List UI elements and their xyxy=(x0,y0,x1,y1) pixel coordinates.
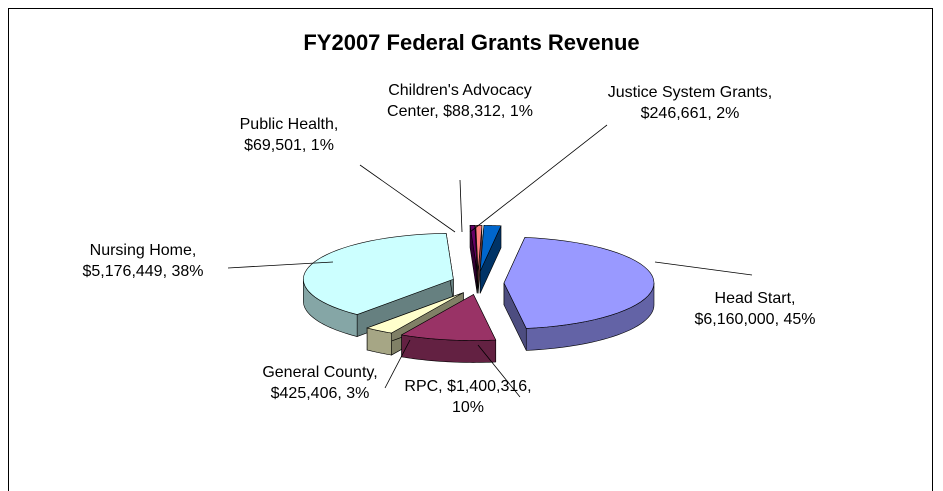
label-value: $425,406 xyxy=(270,385,338,402)
label-sep: , xyxy=(767,84,777,101)
data-label: General County, $425,406, 3% xyxy=(240,362,400,404)
label-percent: 1% xyxy=(310,137,334,154)
label-sep: , xyxy=(434,103,444,120)
leader-line xyxy=(359,164,456,233)
label-percent: 10% xyxy=(451,399,485,416)
label-name: Nursing Home xyxy=(89,242,192,259)
label-value: $6,160,000 xyxy=(694,311,775,328)
leader-line xyxy=(469,124,608,233)
data-label: Head Start, $6,160,000, 45% xyxy=(680,288,830,330)
label-sep: , xyxy=(373,364,383,381)
data-label: Justice System Grants, $246,661, 2% xyxy=(605,82,775,124)
label-value: $1,400,316 xyxy=(447,378,528,395)
label-percent: 1% xyxy=(509,103,533,120)
data-label: Public Health, $69,501, 1% xyxy=(218,114,360,156)
slice-top xyxy=(479,225,502,272)
label-percent: 38% xyxy=(171,263,204,280)
slice-top xyxy=(503,237,655,329)
label-value: $69,501 xyxy=(244,137,302,154)
label-value: $88,312 xyxy=(443,103,501,120)
slice xyxy=(303,233,454,337)
slice-top xyxy=(366,292,464,334)
label-sep: , xyxy=(162,263,172,280)
label-name: Children's Advocacy Center xyxy=(387,82,537,120)
label-sep: , xyxy=(500,103,510,120)
slice-top xyxy=(400,294,497,341)
slice xyxy=(400,294,497,363)
slice-top xyxy=(303,233,454,315)
label-sep: , xyxy=(527,378,537,395)
data-label: Nursing Home, $5,176,449, 38% xyxy=(68,240,218,282)
label-sep: , xyxy=(707,105,717,122)
label-sep: , xyxy=(438,378,448,395)
label-name: Justice System Grants xyxy=(607,84,768,101)
label-percent: 45% xyxy=(783,311,816,328)
leader-line xyxy=(227,261,334,269)
label-percent: 3% xyxy=(346,385,370,402)
label-name: Public Health xyxy=(239,116,334,133)
label-percent: 2% xyxy=(716,105,740,122)
leader-line xyxy=(477,344,521,398)
label-sep: , xyxy=(191,242,201,259)
leader-line xyxy=(384,339,411,389)
slice-top xyxy=(469,225,478,272)
label-sep: , xyxy=(333,116,343,133)
leader-line xyxy=(459,179,463,233)
label-sep: , xyxy=(791,290,800,307)
label-value: $246,661 xyxy=(640,105,708,122)
label-sep: , xyxy=(301,137,311,154)
label-name: Head Start xyxy=(714,290,792,307)
slice xyxy=(479,225,502,294)
chart-title: FY2007 Federal Grants Revenue xyxy=(303,30,640,55)
data-label: Children's Advocacy Center, $88,312, 1% xyxy=(375,80,545,122)
slice xyxy=(503,237,655,351)
label-sep: , xyxy=(774,311,784,328)
label-name: RPC xyxy=(404,378,439,395)
data-label: RPC, $1,400,316, 10% xyxy=(398,376,538,418)
label-name: General County xyxy=(262,364,374,381)
chart-frame xyxy=(8,8,933,491)
leader-line xyxy=(654,261,753,276)
slice xyxy=(469,225,478,294)
label-value: $5,176,449 xyxy=(82,263,163,280)
label-sep: , xyxy=(337,385,347,402)
